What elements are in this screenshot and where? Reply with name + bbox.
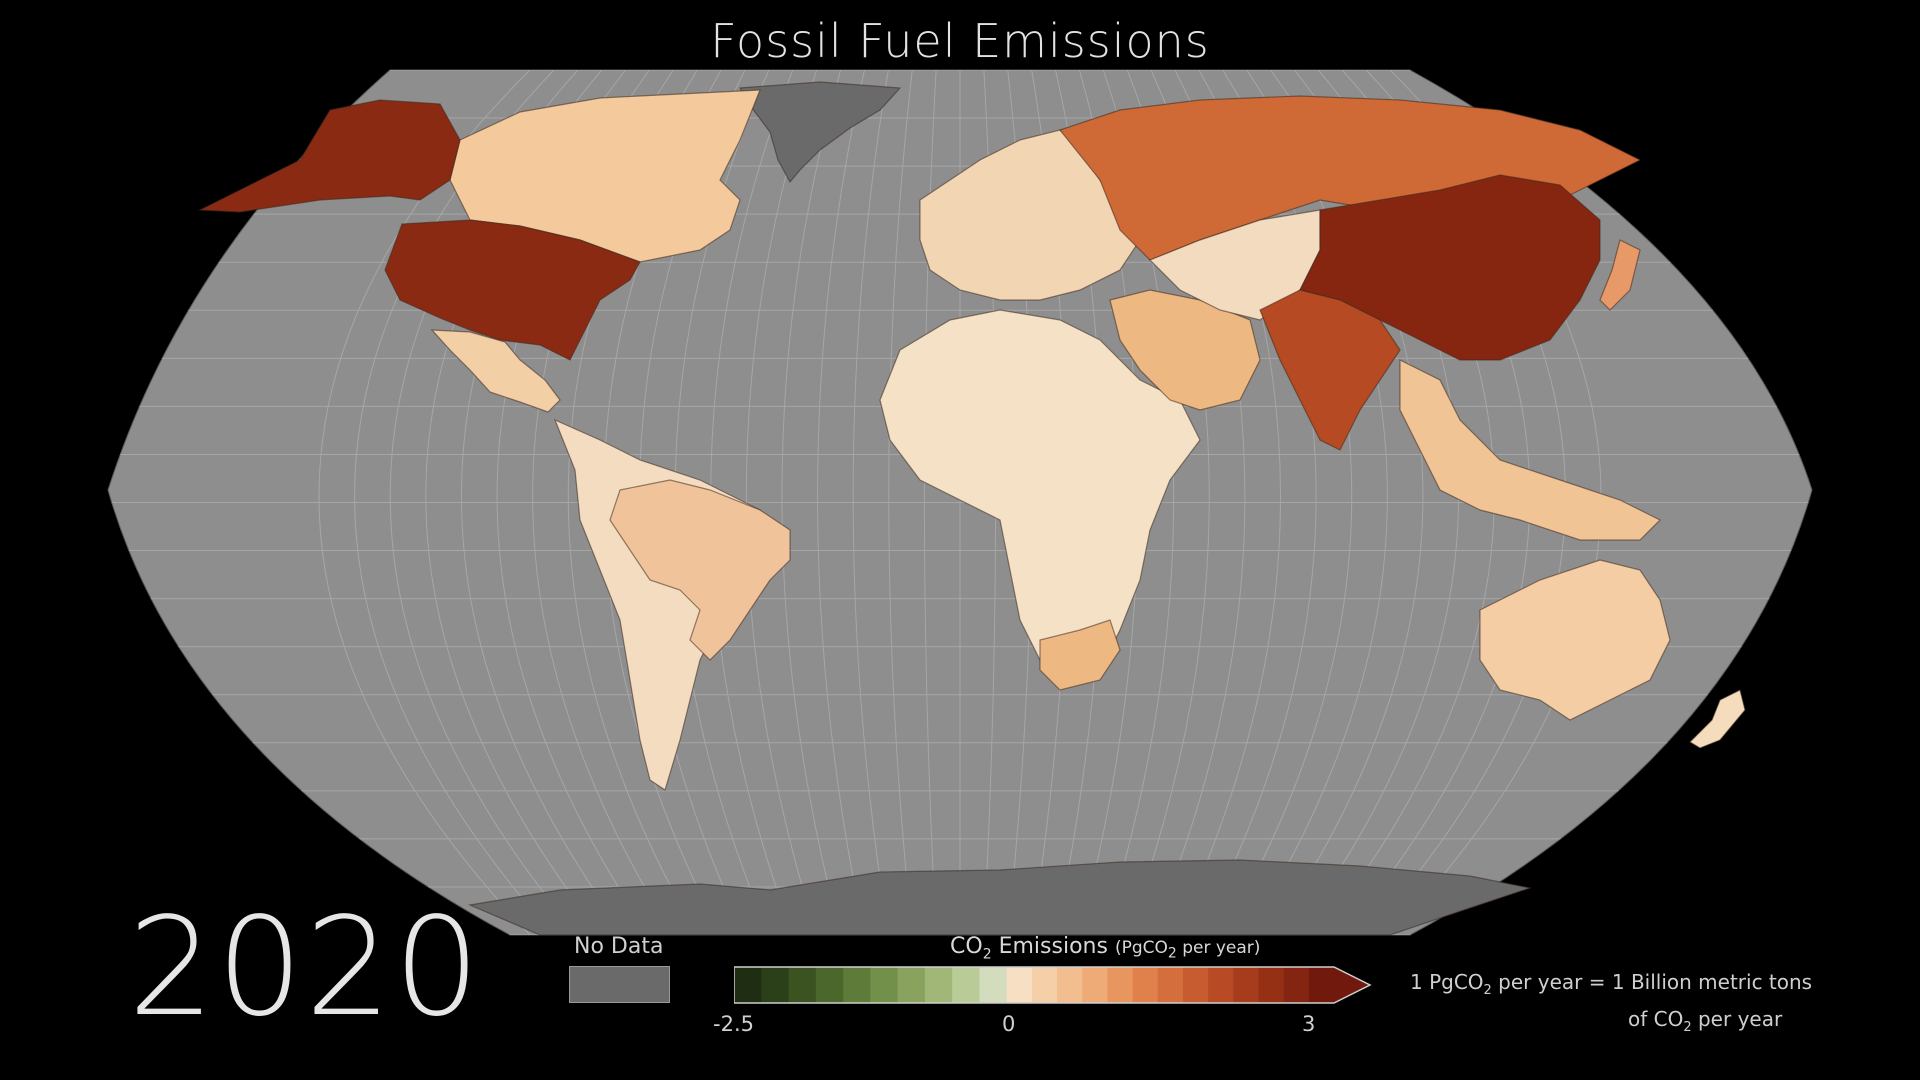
scale-swatch-positive (1182, 967, 1209, 1003)
scale-swatch-positive (1082, 967, 1108, 1003)
scale-overflow-arrow (1334, 967, 1370, 1003)
region-middle-east (1109, 289, 1261, 411)
region-europe (919, 129, 1141, 301)
legend-max-label: 3 (1302, 1012, 1316, 1036)
region-new-zealand (1689, 689, 1746, 749)
region-africa (879, 309, 1201, 681)
legend-title-main: Emissions (991, 934, 1115, 959)
note-line1-b: per year = 1 Billion metric tons (1491, 970, 1813, 994)
no-data-label: No Data (574, 934, 664, 959)
scale-swatch-positive (1107, 967, 1134, 1003)
legend-units: (PgCO2 per year) (1114, 938, 1261, 962)
region-united-states (384, 219, 641, 361)
scale-swatch-negative (734, 967, 762, 1003)
legend-title-sub: 2 (982, 946, 992, 963)
legend-title: CO2 Emissions (PgCO2 per year) (950, 934, 1260, 962)
scale-swatch-positive (1308, 967, 1335, 1003)
scale-swatch-negative (897, 967, 926, 1003)
scale-swatch-negative (924, 967, 953, 1003)
note-line2-a: of CO (1628, 1007, 1684, 1031)
scale-swatch-positive (1031, 967, 1058, 1003)
no-data-swatch (569, 966, 670, 1003)
graticule-meridian (923, 70, 937, 935)
graticule-meridian (745, 70, 818, 935)
region-alaska (197, 99, 461, 213)
scale-swatch-positive (1233, 967, 1259, 1003)
scale-swatch-positive (1258, 967, 1285, 1003)
scale-swatch-negative (843, 967, 871, 1003)
region-brazil (609, 479, 791, 661)
scale-swatch-negative (815, 967, 844, 1003)
scale-swatch-negative (952, 967, 980, 1003)
graticule-meridian (354, 70, 555, 935)
year-label: 2020 (128, 889, 483, 1047)
legend-title-prefix: CO (950, 934, 983, 959)
graticule-meridian (852, 70, 889, 935)
legend-units-sub: 2 (1167, 945, 1177, 962)
scale-swatch-negative (788, 967, 817, 1003)
region-japan (1599, 239, 1641, 311)
map-title: Fossil Fuel Emissions (710, 14, 1210, 68)
scale-swatch-positive (1132, 967, 1159, 1003)
scale-swatch-negative (761, 967, 790, 1003)
region-southeast-asia (1399, 359, 1662, 541)
scale-swatch-positive (1283, 967, 1310, 1003)
note-line2-sub: 2 (1683, 1020, 1692, 1035)
region-india (1259, 289, 1401, 451)
note-line2: of CO2 per year (1410, 1005, 1812, 1042)
region-mexico (430, 329, 561, 413)
note-line1: 1 PgCO2 per year = 1 Billion metric tons (1410, 970, 1813, 998)
legend-units-suffix: per year) (1176, 938, 1261, 958)
legend-min-label: -2.5 (713, 1012, 754, 1036)
scale-swatch-positive (1006, 967, 1033, 1003)
graticule-meridian (817, 70, 865, 935)
legend-zero-label: 0 (1002, 1012, 1016, 1036)
region-greenland (738, 81, 902, 184)
note-line2-b: per year (1691, 1007, 1783, 1031)
graticule-meridian (781, 70, 842, 935)
graticule-meridian (888, 70, 913, 935)
region-australia (1479, 559, 1671, 721)
region-south-africa (1039, 619, 1121, 691)
color-scale-bar (734, 966, 1372, 1004)
note-line1-a: 1 PgCO (1410, 970, 1484, 994)
scale-swatch-positive (1208, 967, 1234, 1003)
scale-swatch-negative (979, 967, 1008, 1003)
region-antarctica (467, 859, 1533, 936)
legend-units-prefix: (PgCO (1114, 938, 1168, 958)
scale-outline (734, 966, 1372, 1004)
scale-swatch-negative (870, 967, 899, 1003)
scale-swatch-positive (1157, 967, 1184, 1003)
unit-conversion-note: 1 PgCO2 per year = 1 Billion metric tons… (1410, 968, 1812, 1042)
note-line1-sub: 2 (1483, 983, 1492, 998)
scale-swatch-positive (1057, 967, 1083, 1003)
